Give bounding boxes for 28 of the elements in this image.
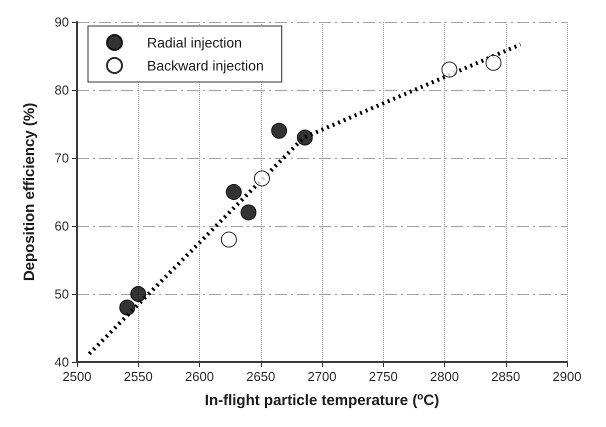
point — [220, 232, 237, 248]
y-tick-label: 70 — [54, 150, 69, 166]
legend-label: Backward injection — [147, 58, 264, 74]
x-tick-label: 2900 — [552, 369, 582, 384]
y-tick-label: 50 — [54, 286, 69, 302]
x-tick-label: 2800 — [430, 369, 459, 384]
y-tick-label: 90 — [54, 14, 69, 30]
point — [119, 300, 136, 316]
point — [240, 204, 256, 220]
point — [226, 184, 242, 200]
x-tick-label: 2750 — [368, 369, 398, 384]
legend-label: Radial injection — [147, 34, 242, 50]
point — [254, 170, 270, 186]
y-axis-title: Deposition efficiency (%) — [21, 102, 38, 282]
y-tick-label: 40 — [54, 354, 69, 370]
point — [271, 122, 288, 139]
x-tick-label: 2500 — [62, 369, 92, 384]
x-tick-label: 2700 — [308, 369, 336, 384]
y-tick-label: 60 — [54, 218, 69, 234]
x-tick-label: 2600 — [185, 369, 214, 384]
point — [441, 62, 458, 78]
point — [130, 286, 146, 302]
point — [296, 130, 313, 146]
y-tick-label: 80 — [54, 82, 69, 98]
point — [486, 54, 502, 71]
x-tick-label: 2550 — [124, 369, 153, 384]
x-tick-label: 2650 — [246, 369, 276, 384]
x-tick-label: 2850 — [491, 369, 520, 384]
